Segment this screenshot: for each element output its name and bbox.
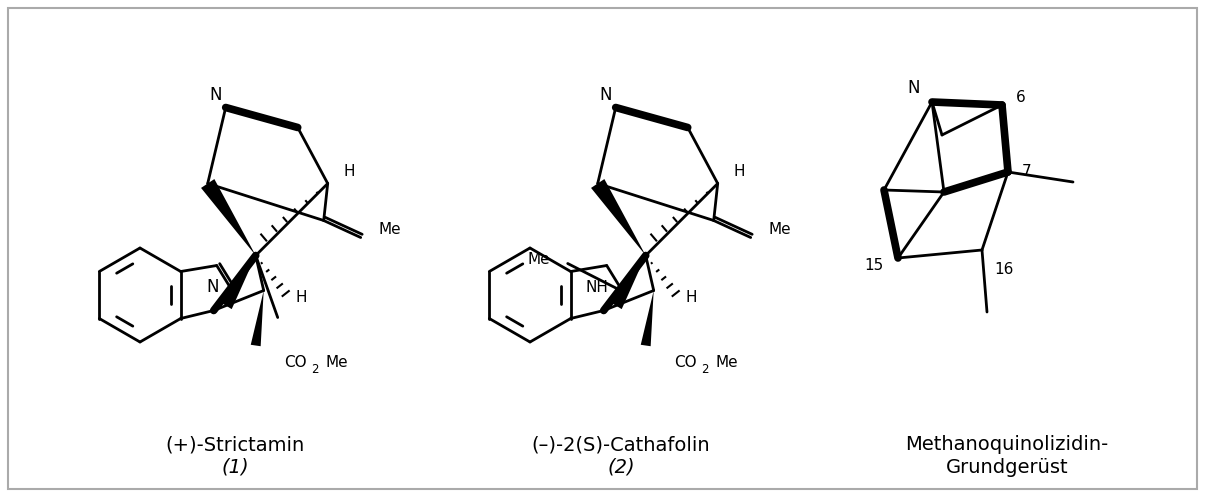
Text: H: H xyxy=(295,290,308,305)
Text: N: N xyxy=(599,86,611,104)
Text: 7: 7 xyxy=(1021,165,1031,179)
Polygon shape xyxy=(251,291,264,346)
Text: NH: NH xyxy=(586,280,609,295)
Text: (+)-Strictamin: (+)-Strictamin xyxy=(165,435,305,454)
Text: Methanoquinolizidin-: Methanoquinolizidin- xyxy=(906,435,1108,454)
Text: H: H xyxy=(686,290,697,305)
Text: 6: 6 xyxy=(1015,89,1026,104)
Text: Me: Me xyxy=(768,222,791,237)
Text: CO: CO xyxy=(283,355,306,370)
Polygon shape xyxy=(219,255,256,309)
Text: H: H xyxy=(344,164,356,179)
Text: N: N xyxy=(907,79,920,97)
Text: (1): (1) xyxy=(222,458,248,477)
Text: Me: Me xyxy=(527,252,550,267)
Text: Grundgerüst: Grundgerüst xyxy=(946,458,1069,477)
Polygon shape xyxy=(201,179,256,255)
Polygon shape xyxy=(640,291,654,346)
Text: (–)-2(S)-Cathafolin: (–)-2(S)-Cathafolin xyxy=(532,435,710,454)
Text: N: N xyxy=(209,86,222,104)
Text: 16: 16 xyxy=(994,262,1013,277)
Polygon shape xyxy=(610,255,645,309)
Text: Me: Me xyxy=(326,355,349,370)
Text: 2: 2 xyxy=(701,363,708,376)
Text: Me: Me xyxy=(379,222,402,237)
Text: 2: 2 xyxy=(311,363,318,376)
Text: N: N xyxy=(206,278,218,297)
Text: CO: CO xyxy=(674,355,696,370)
Text: Me: Me xyxy=(715,355,738,370)
Text: 15: 15 xyxy=(865,258,884,273)
Text: (2): (2) xyxy=(608,458,634,477)
Text: H: H xyxy=(733,164,745,179)
Polygon shape xyxy=(591,179,645,255)
